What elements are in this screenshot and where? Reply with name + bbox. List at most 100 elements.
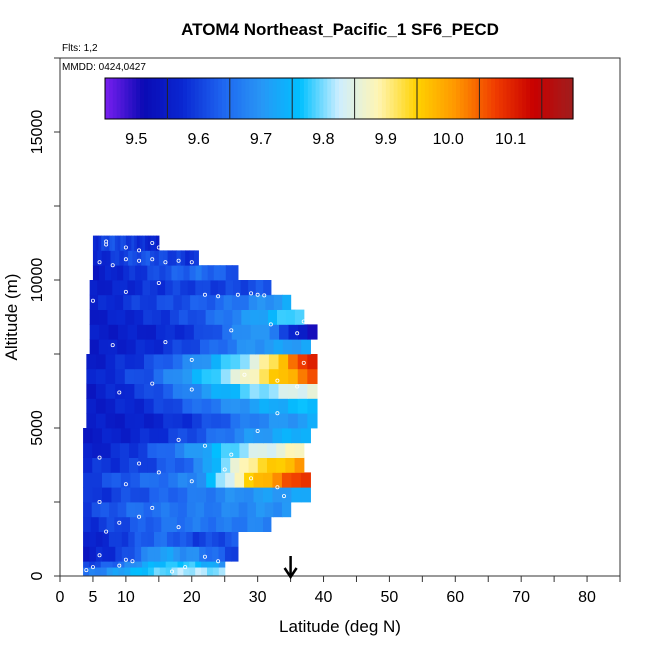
colorbar-segment [362,78,367,119]
heatmap-cell [184,442,195,458]
heatmap-cell [279,324,290,340]
heatmap-cell [215,472,226,488]
heatmap-cell [115,398,126,414]
heatmap-cell [218,339,229,355]
heatmap-cell [215,428,226,444]
heatmap-cell [155,324,167,340]
heatmap-cell [95,413,107,429]
heatmap-cell [233,280,242,296]
heatmap-cell [165,442,176,458]
x-tick-label: 0 [56,589,65,606]
heatmap-cell [159,567,167,577]
heatmap-cell [114,235,119,251]
heatmap-cell [176,250,182,266]
heatmap-cell [159,265,167,281]
heatmap-cell [172,383,184,399]
heatmap-cell [176,516,186,532]
heatmap-cell [196,309,207,325]
heatmap-cell [205,531,213,547]
heatmap-cell [201,368,212,384]
heatmap-cell [239,516,248,532]
heatmap-cell [165,280,174,296]
heatmap-cell [207,567,214,577]
heatmap-cell [278,398,289,414]
heatmap-cell [163,368,174,384]
sample-point [156,245,161,250]
heatmap-cell [257,457,268,473]
colorbar-segment [331,78,336,119]
heatmap-cell [234,472,245,488]
heatmap-cell [263,516,272,532]
heatmap-cell [144,354,155,370]
heatmap-cell [201,383,212,399]
heatmap-cell [268,309,278,325]
heatmap-cell [135,265,142,281]
heatmap-cell [128,235,132,251]
y-tick-label: 0 [29,571,46,580]
heatmap-cell [211,442,222,458]
sample-point [150,381,155,386]
colorbar-segment [389,78,395,119]
heatmap-cell [108,546,116,562]
heatmap-cell [178,309,189,325]
heatmap-cell [187,487,198,503]
heatmap-cell [297,413,308,429]
colorbar-segment [128,78,133,119]
heatmap-cell [232,309,242,325]
heatmap-cell [172,368,184,384]
heatmap-cell [199,531,207,547]
heatmap-cell [141,546,149,562]
colorbar-segment [358,78,363,119]
heatmap-cell [231,546,239,562]
sample-point [110,343,115,348]
heatmap-cell [179,531,187,547]
heatmap-cell [136,235,141,251]
heatmap-cell [291,487,302,503]
heatmap-cell [230,413,241,429]
sample-point [163,260,168,265]
sample-point [275,485,280,490]
heatmap-cell [98,235,102,251]
heatmap-cell [147,457,158,473]
colorbar-segment [405,78,410,119]
heatmap-cell [206,428,217,444]
heatmap-cell [112,235,116,251]
sample-point [117,390,122,395]
heatmap-cell [282,294,292,310]
heatmap-cell [249,413,260,429]
colorbar-segment [155,78,161,119]
heatmap-cell [94,561,102,568]
heatmap-cell [220,368,232,384]
heatmap-cell [223,294,233,310]
heatmap-cell [148,294,158,310]
colorbar-frame [104,77,574,120]
heatmap-cell [244,487,255,503]
heatmap-cell [136,250,142,266]
colorbar-segment [214,78,219,119]
heatmap-cell [169,516,178,532]
sample-point [295,384,300,389]
colorbar-segment [190,78,196,119]
colorbar-segment [222,78,227,119]
heatmap-cell [123,294,133,310]
heatmap-cell [240,354,251,370]
heatmap-cell [89,324,100,340]
colorbar-segment [397,78,402,119]
colorbar-segment [116,78,122,119]
sample-point [97,553,102,558]
heatmap-cell [106,561,114,568]
colorbar-segment [510,78,516,119]
heatmap-cell [281,472,293,488]
heatmap-cell [240,413,251,429]
heatmap-cell [259,309,269,325]
heatmap-cell [207,265,215,281]
sample-point [295,331,300,336]
heatmap-cell [212,561,220,568]
y-axis: 0 5000 10000 15000 [29,57,60,580]
heatmap-cell [98,516,108,532]
heatmap-cell [240,280,249,296]
heatmap-cell [201,265,209,281]
sample-point [229,328,234,333]
heatmap-cell [278,368,289,384]
heatmap-cell [192,398,203,414]
